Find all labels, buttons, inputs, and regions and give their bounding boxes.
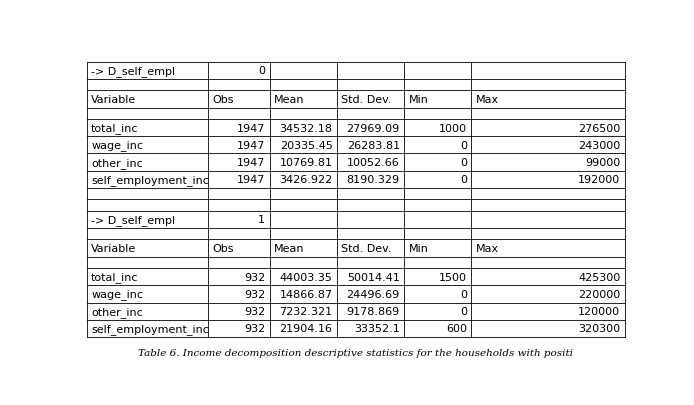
Text: 3426.922: 3426.922 [279,175,332,185]
Text: -> D_self_empl: -> D_self_empl [91,66,175,77]
Text: Max: Max [475,95,499,105]
Text: 9178.869: 9178.869 [346,306,400,316]
Text: Obs: Obs [212,95,234,105]
Text: Max: Max [475,243,499,254]
Text: 932: 932 [244,306,265,316]
Text: 10769.81: 10769.81 [280,158,332,168]
Text: Obs: Obs [212,243,234,254]
Text: total_inc: total_inc [91,123,139,134]
Text: 1947: 1947 [237,141,265,151]
Text: self_employment_inc: self_employment_inc [91,175,209,185]
Text: 0: 0 [258,66,265,76]
Text: 220000: 220000 [578,289,620,299]
Text: 120000: 120000 [578,306,620,316]
Text: 932: 932 [244,289,265,299]
Text: 600: 600 [446,324,467,333]
Text: 99000: 99000 [585,158,620,168]
Text: -> D_self_empl: -> D_self_empl [91,214,175,225]
Text: Std. Dev.: Std. Dev. [341,243,391,254]
Text: 932: 932 [244,272,265,282]
Text: Variable: Variable [91,243,136,254]
Text: 50014.41: 50014.41 [347,272,400,282]
Text: other_inc: other_inc [91,306,143,317]
Text: 192000: 192000 [578,175,620,185]
Text: Mean: Mean [274,243,305,254]
Text: 320300: 320300 [578,324,620,333]
Text: 8190.329: 8190.329 [347,175,400,185]
Text: Mean: Mean [274,95,305,105]
Text: Table 6. Income decomposition descriptive statistics for the households with pos: Table 6. Income decomposition descriptiv… [138,348,573,357]
Text: 932: 932 [244,324,265,333]
Text: 20335.45: 20335.45 [280,141,332,151]
Text: 21904.16: 21904.16 [280,324,332,333]
Text: Std. Dev.: Std. Dev. [341,95,391,105]
Text: 33352.1: 33352.1 [354,324,400,333]
Text: 0: 0 [460,141,467,151]
Text: 10052.66: 10052.66 [347,158,400,168]
Text: 1947: 1947 [237,124,265,133]
Text: 1947: 1947 [237,158,265,168]
Text: wage_inc: wage_inc [91,289,143,300]
Text: other_inc: other_inc [91,157,143,168]
Text: 425300: 425300 [578,272,620,282]
Text: Min: Min [408,243,428,254]
Text: 0: 0 [460,175,467,185]
Text: 1947: 1947 [237,175,265,185]
Text: 1: 1 [258,215,265,225]
Text: 27969.09: 27969.09 [346,124,400,133]
Text: 26283.81: 26283.81 [347,141,400,151]
Text: self_employment_inc: self_employment_inc [91,323,209,334]
Text: 1000: 1000 [439,124,467,133]
Text: 0: 0 [460,289,467,299]
Text: 0: 0 [460,306,467,316]
Text: Variable: Variable [91,95,136,105]
Text: 0: 0 [460,158,467,168]
Text: 243000: 243000 [578,141,620,151]
Text: 7232.321: 7232.321 [280,306,332,316]
Text: 276500: 276500 [578,124,620,133]
Text: 34532.18: 34532.18 [280,124,332,133]
Text: total_inc: total_inc [91,272,139,282]
Text: 1500: 1500 [439,272,467,282]
Text: Min: Min [408,95,428,105]
Text: 24496.69: 24496.69 [346,289,400,299]
Text: wage_inc: wage_inc [91,140,143,151]
Text: 44003.35: 44003.35 [280,272,332,282]
Text: 14866.87: 14866.87 [280,289,332,299]
